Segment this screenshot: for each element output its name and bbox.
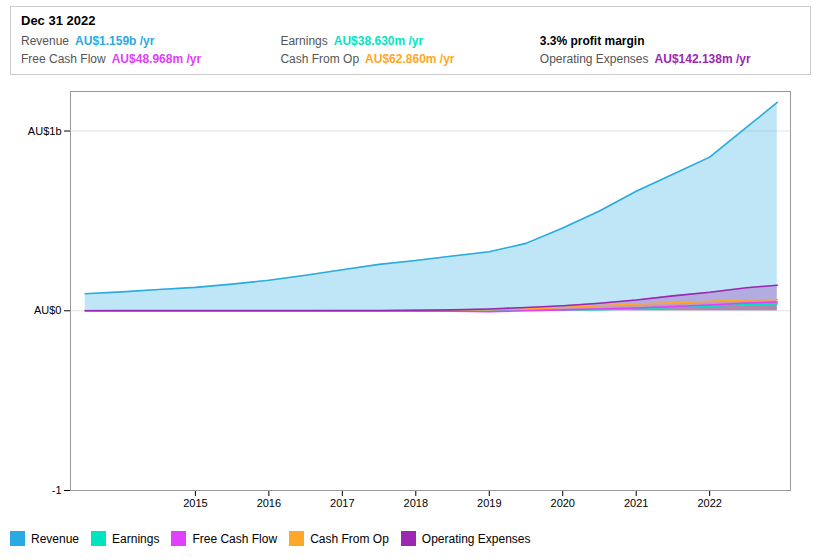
html-text:Earnings: Earnings bbox=[112, 531, 160, 546]
html-text:AU$62.860m /yr: AU$62.860m /yr bbox=[365, 52, 455, 66]
svg-text:2020: 2020 bbox=[551, 497, 575, 509]
html-text:Operating Expenses: Operating Expenses bbox=[421, 531, 531, 546]
svg-text:2022: 2022 bbox=[697, 497, 721, 509]
html-text:Cash From Op: Cash From Op bbox=[310, 531, 389, 546]
html-text:AU$38.630m /yr: AU$38.630m /yr bbox=[333, 34, 424, 48]
svg-text:2016: 2016 bbox=[257, 497, 281, 509]
svg-text:2018: 2018 bbox=[404, 497, 428, 509]
svg-text:2021: 2021 bbox=[624, 497, 648, 509]
svg-text:AU$0: AU$0 bbox=[34, 304, 62, 316]
html-text:Operating Expenses: Operating Expenses bbox=[539, 52, 649, 66]
html-text:Free Cash Flow: Free Cash Flow bbox=[21, 52, 106, 66]
html-text:Earnings: Earnings bbox=[280, 34, 328, 48]
html-text:AU$1.159b /yr: AU$1.159b /yr bbox=[75, 34, 155, 48]
svg-text:2015: 2015 bbox=[183, 497, 207, 509]
html-text:Revenue: Revenue bbox=[31, 531, 79, 546]
html-text:Cash From Op: Cash From Op bbox=[280, 52, 360, 66]
svg-text:AU$1b: AU$1b bbox=[28, 125, 62, 137]
html-text:Free Cash Flow: Free Cash Flow bbox=[192, 531, 278, 546]
svg-text:2017: 2017 bbox=[330, 497, 354, 509]
svg-text:2019: 2019 bbox=[477, 497, 501, 509]
html-text:3.3% profit margin: 3.3% profit margin bbox=[539, 34, 645, 48]
html-text:AU$48.968m /yr: AU$48.968m /yr bbox=[111, 52, 202, 66]
html-text:Revenue: Revenue bbox=[21, 34, 69, 48]
html-text:Dec 31 2022: Dec 31 2022 bbox=[21, 13, 96, 28]
html-text:AU$142.138m /yr: AU$142.138m /yr bbox=[654, 52, 751, 66]
svg-text:-1: -1 bbox=[52, 484, 62, 496]
